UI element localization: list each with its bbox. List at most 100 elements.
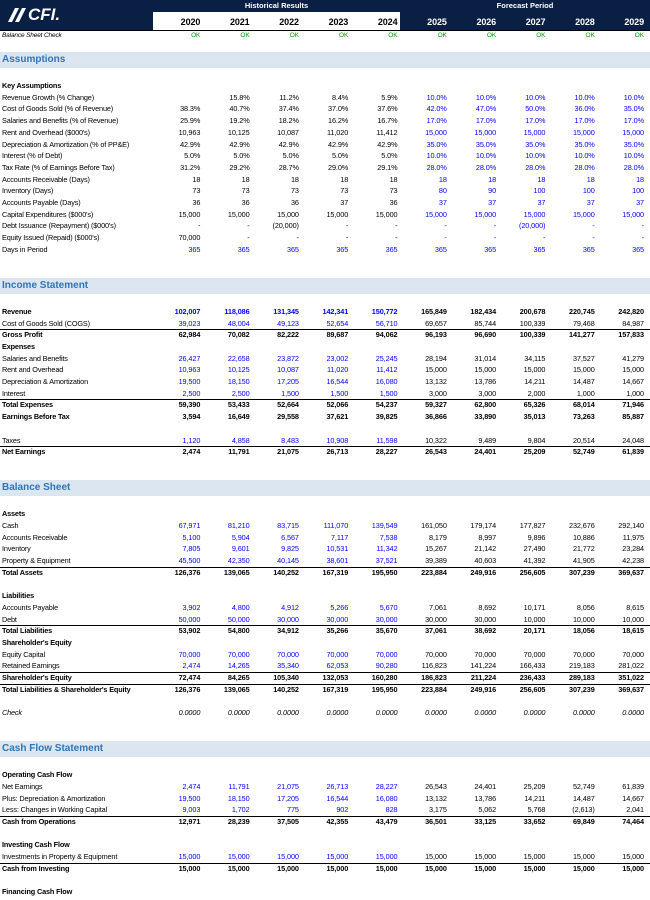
value-cell: 15,000 [572, 365, 595, 375]
value-cell: 33,125 [474, 816, 497, 826]
value-cell: 15,000 [523, 863, 546, 873]
check-status: OK [338, 32, 349, 39]
value-cell: 167,319 [322, 684, 349, 694]
value-cell: 15,000 [178, 863, 201, 873]
value-cell: (2,613) [572, 805, 595, 815]
value-cell: 5.0% [381, 151, 398, 161]
value-cell: 5,062 [478, 805, 497, 815]
value-cell: 70,000 [326, 649, 349, 659]
row-label: Equity Issued (Repaid) ($000's) [2, 233, 100, 243]
value-cell: 0.0000 [425, 708, 447, 718]
value-cell: 365 [237, 244, 250, 254]
value-cell: 15,000 [425, 863, 447, 873]
year-header: 2025 [427, 17, 447, 27]
forecast-band: Forecast Period [400, 0, 650, 30]
value-cell: 59,327 [425, 400, 447, 410]
value-cell: 10,000 [622, 614, 644, 624]
value-cell: 15,000 [227, 209, 250, 219]
value-cell: 5.0% [331, 151, 349, 161]
value-cell: 351,022 [618, 673, 644, 682]
value-cell: 84,265 [227, 673, 250, 682]
value-cell: 242,820 [618, 306, 644, 316]
value-cell: 0.0000 [326, 708, 349, 718]
value-cell: 42.9% [327, 139, 349, 149]
value-cell: 0.0000 [178, 708, 201, 718]
check-status: OK [437, 32, 447, 39]
value-cell: 18 [636, 174, 644, 184]
value-cell: 365 [336, 244, 349, 254]
row-label: Interest (% of Debt) [2, 151, 63, 161]
check-status: OK [634, 32, 644, 39]
value-cell: 61,839 [622, 447, 644, 457]
row-label: Inventory [2, 544, 31, 554]
value-cell: 56,710 [375, 318, 398, 328]
row-label: Accounts Receivable (Days) [2, 174, 90, 184]
value-cell: 73 [340, 186, 349, 196]
row-label: Total Liabilities [2, 626, 53, 636]
value-cell: 5,266 [330, 602, 349, 612]
value-cell: 41,905 [572, 556, 595, 565]
value-cell: - [247, 233, 250, 243]
value-cell: 38,601 [326, 556, 349, 565]
logo-icon [8, 8, 26, 22]
row-label: Property & Equipment [2, 556, 71, 565]
value-cell: 9,489 [478, 435, 497, 445]
value-cell: 5.9% [381, 92, 398, 102]
value-cell: 15,000 [474, 127, 497, 137]
value-cell: 81,210 [227, 520, 250, 530]
value-cell: 54,237 [375, 400, 398, 410]
value-cell: 2,000 [527, 388, 546, 398]
value-cell: 8.4% [331, 92, 349, 102]
value-cell: 18,150 [227, 377, 250, 386]
value-cell: 37.0% [327, 104, 349, 114]
row-label: Net Earnings [2, 781, 43, 791]
row-label: Debt Issuance (Repayment) ($000's) [2, 221, 116, 231]
value-cell: 828 [385, 805, 398, 815]
value-cell: 116,823 [421, 661, 447, 671]
total-rule [0, 399, 650, 401]
value-cell: 5.0% [233, 151, 250, 161]
value-cell: 15,000 [474, 365, 497, 375]
value-cell: 166,433 [519, 661, 546, 671]
row-label: Cost of Goods Sold (COGS) [2, 318, 90, 328]
value-cell: 5,670 [379, 602, 398, 612]
row-label: Cash from Investing [2, 863, 70, 873]
value-cell: 13,132 [425, 793, 447, 803]
value-cell: 37.4% [278, 104, 299, 114]
section-header: Cash Flow Statement [0, 741, 650, 758]
value-cell: 70,082 [227, 330, 250, 340]
value-cell: 161,050 [421, 520, 447, 530]
value-cell: 35.0% [475, 139, 497, 149]
value-cell: 5.0% [282, 151, 299, 161]
value-cell: 15,000 [425, 127, 447, 137]
value-cell: 70,000 [622, 649, 644, 659]
value-cell: 16.7% [377, 116, 398, 126]
value-cell: 17,205 [277, 377, 299, 386]
row-label: Cash from Operations [2, 816, 76, 826]
value-cell: 15,000 [227, 852, 250, 861]
value-cell: 85,744 [474, 318, 497, 328]
value-cell: 14,211 [524, 377, 546, 386]
value-cell: 775 [287, 805, 299, 815]
value-cell: 9,896 [527, 532, 546, 542]
value-cell: 307,239 [569, 684, 595, 694]
value-cell: 28,239 [227, 816, 250, 826]
value-cell: 36,501 [425, 816, 447, 826]
value-cell: 105,340 [273, 673, 299, 682]
value-cell: 10,125 [227, 365, 250, 375]
value-cell: 15,000 [622, 365, 644, 375]
value-cell: 100 [632, 186, 644, 196]
logo-text: CFI. [28, 5, 61, 24]
value-cell: 52,749 [572, 781, 595, 791]
value-cell: 15,000 [622, 852, 644, 861]
value-cell: 27,490 [523, 544, 546, 554]
value-cell: 85,887 [622, 412, 644, 422]
value-cell: 11,412 [376, 127, 398, 137]
value-cell: 100,339 [519, 318, 546, 328]
value-cell: 40.7% [229, 104, 250, 114]
value-cell: 11,791 [228, 447, 250, 457]
value-cell: 38.3% [180, 104, 201, 114]
value-cell: 42,350 [227, 556, 250, 565]
section-header: Income Statement [0, 277, 650, 294]
value-cell: 139,065 [223, 567, 250, 577]
